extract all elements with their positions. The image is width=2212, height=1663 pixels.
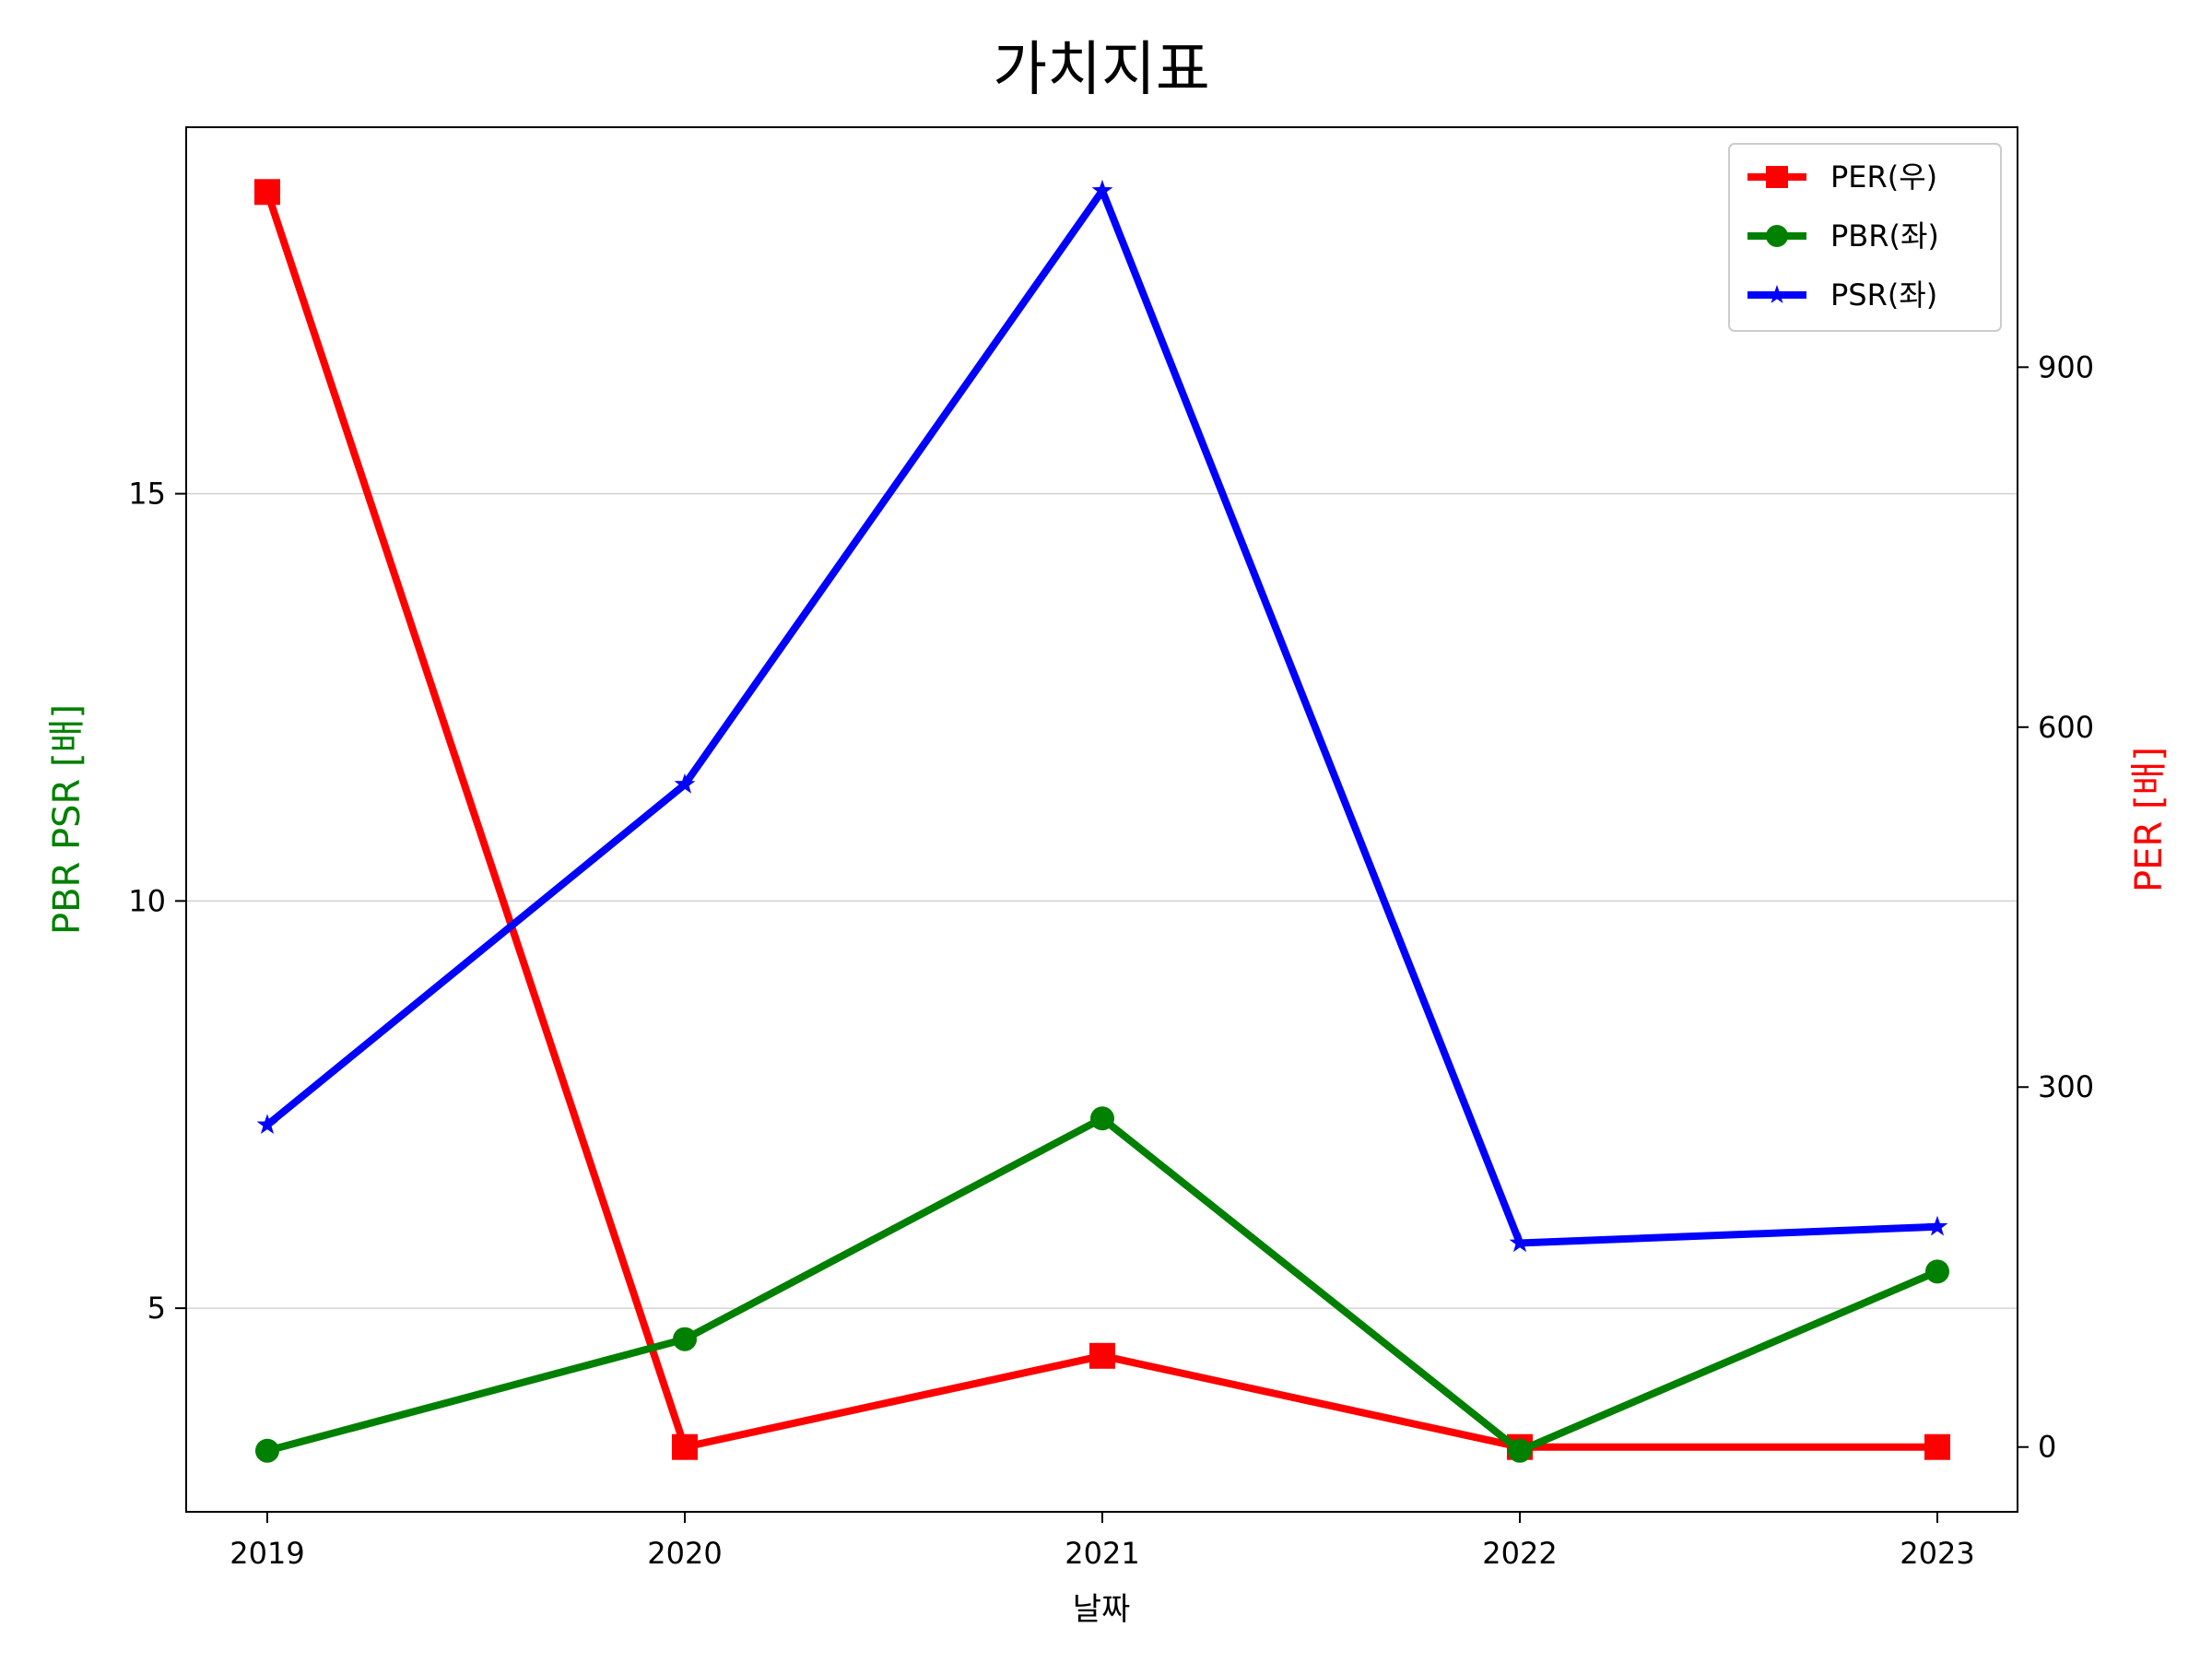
y-left-tick-label: 5 [147,1291,166,1326]
legend-swatch-marker [1766,225,1788,247]
x-axis-title: 날짜 [1073,1591,1131,1628]
data-point [255,1438,279,1463]
gridlines [186,492,2018,1309]
legend-items: PER(우) PBR(좌) PSR(좌) [1747,159,1939,313]
legend-box [1728,143,2002,332]
x-tick-label: 2021 [1065,1536,1139,1571]
data-point [1089,1342,1115,1369]
x-tick-label: 2020 [647,1536,722,1571]
legend-label: PER(우) [1830,159,1937,195]
y-right-tick-label: 600 [2038,710,2094,745]
x-tick-label: 2019 [229,1536,304,1571]
legend-swatch-marker [1766,166,1788,188]
x-tick-label: 2023 [1900,1536,1974,1571]
y-right-tick-label: 0 [2038,1430,2056,1465]
data-point [673,1327,697,1351]
y-right-tick-label: 300 [2038,1069,2094,1104]
chart-title: 가치지표 [993,36,1210,104]
y-axis-right: 0 300 600 900 [2018,349,2094,1465]
data-point [1926,1215,1948,1236]
data-point [1090,1106,1114,1131]
x-axis: 2019 2020 2021 2022 2023 [229,1512,1975,1571]
data-point [256,1114,278,1135]
series-1 [255,1106,1949,1463]
data-point [1091,179,1113,200]
data-point [1924,1433,1950,1460]
data-point [1508,1438,1532,1463]
y-axis-right-title: PER [배] [2128,747,2171,892]
y-axis-left: 5 10 15 [128,477,186,1326]
series-line [264,191,1937,1451]
data-point [1509,1232,1531,1253]
legend-swatch-marker [1767,285,1787,303]
y-left-tick-label: 10 [128,883,166,918]
series-group [254,179,1950,1463]
data-point [672,1433,698,1460]
legend: PER(우) PBR(좌) PSR(좌) [1728,143,2002,332]
data-point [254,179,280,206]
y-left-tick-label: 15 [128,477,166,512]
data-point [674,773,696,794]
x-tick-label: 2022 [1482,1536,1557,1571]
legend-label: PSR(좌) [1830,277,1937,313]
y-axis-left-title: PBR PSR [배] [46,704,88,935]
series-0 [254,179,1950,1460]
data-point [1925,1259,1949,1284]
series-line [265,186,1938,1247]
series-2 [256,179,1948,1253]
y-right-tick-label: 900 [2038,349,2094,384]
series-line [265,1115,1939,1455]
legend-label: PBR(좌) [1830,218,1939,254]
plot-frame [185,126,2018,1513]
